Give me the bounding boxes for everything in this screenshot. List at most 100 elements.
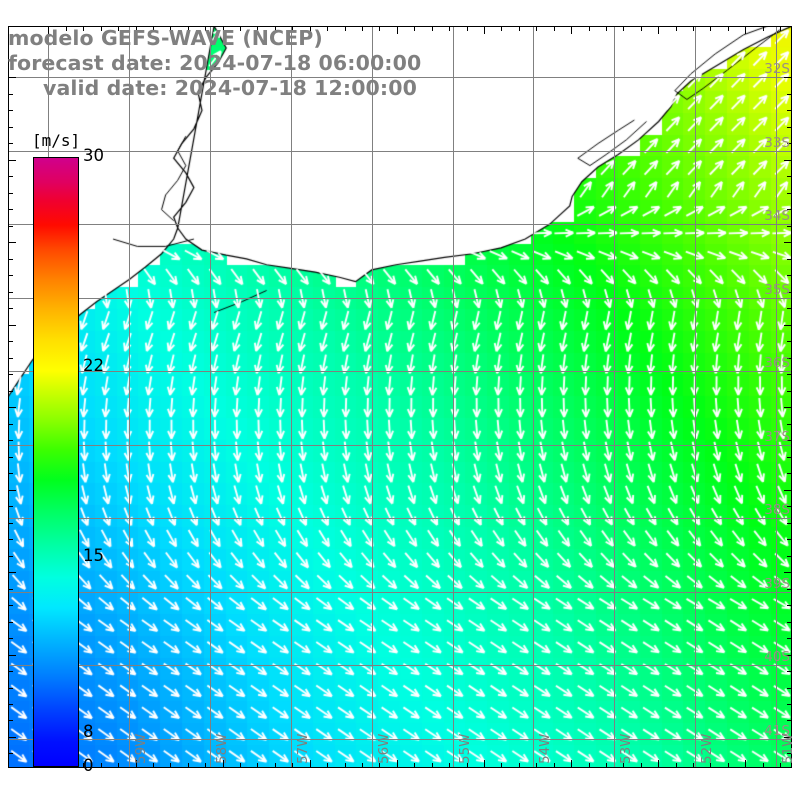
tick-mark [518,26,520,31]
tick-mark [449,763,451,768]
tick-mark [327,26,329,31]
tick-mark [152,763,154,768]
tick-mark [787,357,792,359]
tick-mark [787,258,792,260]
tick-mark [187,763,189,768]
tick-mark [762,26,764,31]
tick-mark [449,26,451,31]
tick-mark [8,621,13,623]
tick-mark [135,760,137,768]
tick-mark [8,506,13,508]
tick-mark [693,763,695,768]
gridline-horizontal [8,445,792,446]
tick-mark [787,209,792,211]
tick-mark [780,26,782,31]
tick-mark [8,357,13,359]
title-model: modelo GEFS-WAVE (NCEP) [8,26,323,50]
colorbar-unit-label: [m/s] [32,131,81,150]
lat-tick-label: 36S [764,355,790,372]
tick-mark [8,324,16,326]
tick-mark [83,763,85,768]
tick-mark [8,753,13,755]
gridline-vertical [129,26,130,768]
tick-mark [135,26,137,34]
tick-mark [8,572,16,574]
tick-mark [8,638,13,640]
tick-mark [257,763,259,768]
lat-tick-label: 37S [764,428,790,445]
tick-mark [8,110,13,112]
tick-mark [710,763,712,768]
tick-mark [8,605,13,607]
tick-mark [292,26,294,31]
title-block: modelo GEFS-WAVE (NCEP) forecast date: 2… [0,26,800,101]
lon-tick-label: 57W [294,733,311,764]
tick-mark [787,225,792,227]
gridline-horizontal [8,371,792,372]
tick-mark [8,159,16,161]
tick-mark [362,763,363,768]
tick-mark [8,308,13,310]
tick-mark [100,763,102,768]
tick-mark [205,26,207,31]
tick-mark [784,324,792,326]
colorbar [33,157,79,767]
tick-mark [787,671,792,673]
tick-mark [240,26,242,31]
tick-mark [8,588,13,590]
tick-mark [605,26,607,31]
tick-mark [658,26,660,34]
tick-mark [787,143,792,145]
tick-mark [8,539,13,541]
tick-mark [8,440,13,442]
tick-mark [83,26,85,31]
tick-mark [675,26,677,31]
gridline-horizontal [8,77,792,78]
tick-mark [518,763,520,768]
lat-tick-label: 32S [764,61,790,78]
title-forecast: forecast date: 2024-07-18 06:00:00 [8,51,422,75]
tick-mark [8,93,13,95]
colorbar-tick-label: 30 [83,146,104,165]
tick-mark [787,308,792,310]
colorbar-tick-label: 22 [83,356,104,376]
tick-mark [379,26,381,31]
tick-mark [787,93,792,95]
colorbar-tick-label: 0 [83,756,94,775]
tick-mark [784,572,792,574]
tick-mark [710,26,712,31]
tick-mark [8,407,16,409]
tick-mark [309,760,311,768]
tick-mark [536,26,538,31]
gridline-vertical [210,26,211,768]
tick-mark [8,275,13,277]
gridline-vertical [695,26,696,768]
tick-mark [727,763,729,768]
gridline-vertical [776,26,777,768]
tick-mark [605,763,607,768]
wind-direction-arrows [8,26,792,768]
tick-mark [8,489,16,491]
tick-mark [292,763,294,768]
tick-mark [8,456,13,458]
tick-mark [640,26,642,31]
tick-mark [48,26,50,34]
plot-area: 32S33S34S35S36S37S38S39S40S41S60W59W58W5… [8,26,792,768]
tick-mark [274,763,276,768]
tick-mark [8,225,13,227]
tick-mark [8,473,13,475]
tick-mark [787,126,792,128]
tick-mark [787,687,792,689]
tick-mark [693,26,695,31]
tick-mark [118,763,120,768]
tick-mark [483,760,485,768]
tick-mark [536,763,538,768]
tick-mark [8,704,13,705]
tick-mark [787,704,792,705]
tick-mark [658,760,660,768]
tick-mark [787,275,792,277]
lat-tick-label: 39S [764,575,790,592]
tick-mark [787,374,792,376]
tick-mark [787,110,792,112]
